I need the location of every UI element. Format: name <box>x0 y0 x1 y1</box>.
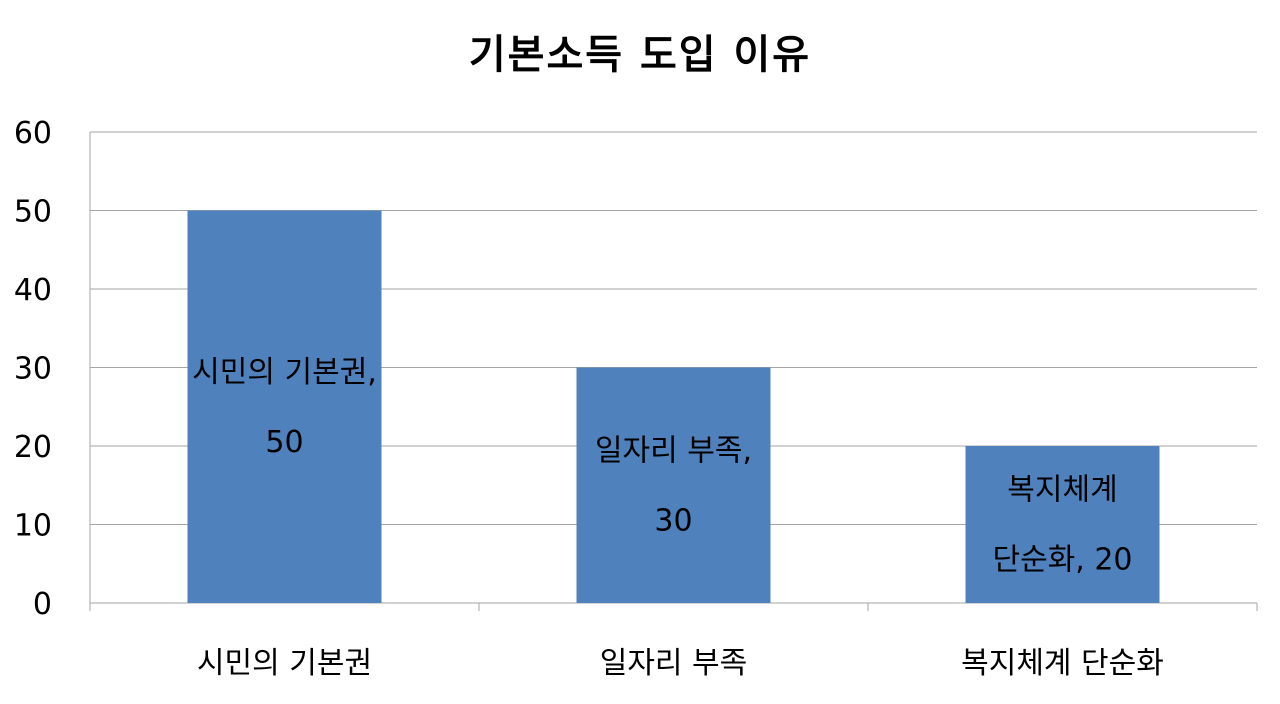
data-label: 단순화, 20 <box>992 543 1132 578</box>
labels: 0 10 20 30 40 50 60 시민의 기본권, 50 시민의 기본권 일자리 부족, 30 일… <box>14 116 1164 681</box>
bar <box>187 210 382 603</box>
y-tick-label: 30 <box>14 352 52 387</box>
x-category-label: 시민의 기본권 <box>197 646 372 681</box>
data-label: 복지체계 <box>1007 473 1117 508</box>
y-tick-label: 20 <box>14 430 52 465</box>
chart-title: 기본소득 도입 이유 <box>468 32 812 78</box>
x-category-label: 복지체계 단순화 <box>961 646 1164 681</box>
bars <box>187 210 1160 603</box>
y-tick-label: 40 <box>14 273 52 308</box>
y-tick-label: 50 <box>14 195 52 230</box>
y-tick-label: 10 <box>14 509 52 544</box>
data-label: 30 <box>654 503 692 538</box>
data-label: 일자리 부족, <box>595 433 752 468</box>
bar <box>576 367 771 603</box>
bar <box>965 446 1160 603</box>
y-tick-label: 0 <box>33 587 52 622</box>
x-category-label: 일자리 부족 <box>600 646 748 681</box>
data-label: 50 <box>265 425 303 460</box>
y-tick-label: 60 <box>14 116 52 151</box>
data-label: 시민의 기본권, <box>192 355 377 390</box>
